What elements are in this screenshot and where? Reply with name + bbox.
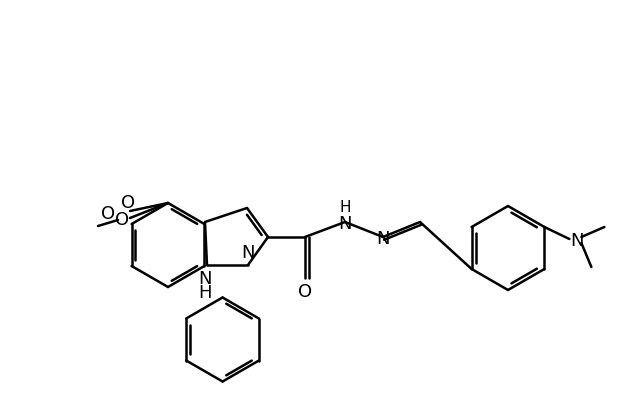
- Text: N: N: [198, 270, 212, 288]
- Text: H: H: [339, 200, 351, 215]
- Text: H: H: [198, 284, 212, 302]
- Text: N: N: [376, 230, 390, 248]
- Text: N: N: [241, 244, 255, 262]
- Text: N: N: [339, 215, 352, 233]
- Text: O: O: [101, 205, 115, 223]
- Text: O: O: [121, 194, 135, 212]
- Text: O: O: [115, 211, 129, 229]
- Text: O: O: [298, 283, 312, 301]
- Text: N: N: [571, 232, 584, 250]
